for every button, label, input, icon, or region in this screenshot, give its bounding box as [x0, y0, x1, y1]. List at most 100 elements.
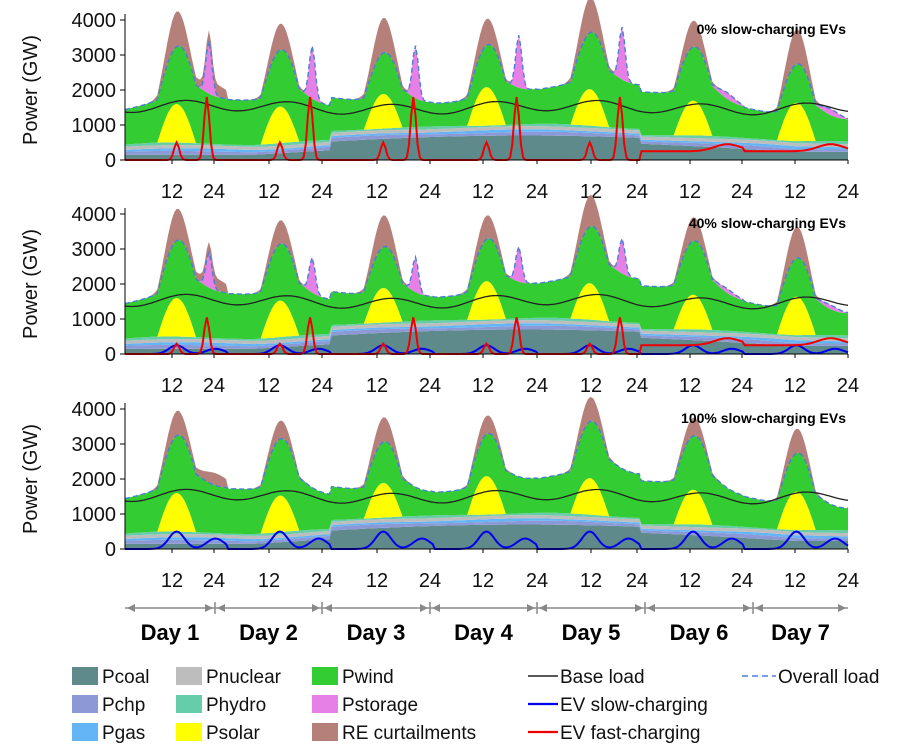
area-phydro	[125, 317, 848, 341]
x-tick-label: 24	[419, 181, 441, 203]
day-arrow-left	[432, 604, 440, 612]
y-tick-label: 3000	[72, 434, 117, 456]
x-tick-label: 12	[472, 375, 494, 397]
x-tick-label: 12	[679, 375, 701, 397]
panel-title: 40% slow-charging EVs	[689, 215, 846, 231]
day-arrow-left	[324, 604, 332, 612]
y-tick-label: 0	[105, 150, 116, 172]
day-arrow-left	[755, 604, 763, 612]
x-tick-label: 12	[580, 181, 602, 203]
day-label: Day 5	[562, 620, 621, 645]
x-tick-label: 12	[580, 570, 602, 592]
y-tick-label: 2000	[72, 274, 117, 296]
y-tick-label: 1000	[72, 115, 117, 137]
legend-label-psolar: Psolar	[206, 723, 261, 744]
y-axis-label: Power (GW)	[20, 424, 42, 534]
legend-label-curtail: RE curtailments	[342, 723, 476, 744]
y-tick-label: 0	[105, 539, 116, 561]
x-tick-label: 12	[784, 570, 806, 592]
x-tick-label: 12	[679, 181, 701, 203]
x-tick-label: 24	[311, 570, 333, 592]
x-tick-label: 24	[203, 375, 225, 397]
day-label: Day 3	[347, 620, 406, 645]
area-pgas	[125, 518, 848, 542]
x-tick-label: 24	[626, 570, 648, 592]
x-tick-label: 24	[731, 181, 753, 203]
legend-label-evslow: EV slow-charging	[560, 695, 708, 716]
area-pwind	[125, 32, 848, 145]
y-tick-label: 3000	[72, 239, 117, 261]
x-tick-label: 24	[311, 181, 333, 203]
x-tick-label: 12	[258, 181, 280, 203]
y-tick-label: 4000	[72, 10, 117, 32]
area-pnuclear	[125, 515, 848, 540]
legend-swatch-phydro	[176, 695, 202, 713]
area-pgas	[125, 323, 848, 347]
legend-swatch-pnuclear	[176, 667, 202, 685]
panel-title: 100% slow-charging EVs	[681, 410, 846, 426]
legend-swatch-pstorage	[312, 695, 338, 713]
x-tick-label: 24	[419, 570, 441, 592]
x-tick-label: 12	[161, 181, 183, 203]
area-psolar	[125, 476, 848, 534]
day-label: Day 4	[454, 620, 513, 645]
x-tick-label: 24	[626, 181, 648, 203]
area-curtail	[125, 195, 848, 313]
x-tick-label: 24	[837, 570, 859, 592]
area-phydro	[125, 123, 848, 147]
legend: Pcoal Pchp Pgas Pnuclear Phydro Psolar Pwind Ps…	[72, 667, 879, 744]
day-axis: Day 1 Day 2 Day 3 Day 4 Day 5 Day 6 Day 7	[125, 602, 848, 645]
area-pwind	[125, 226, 848, 339]
area-pchp	[125, 520, 848, 544]
day-arrow-right	[312, 604, 320, 612]
day-arrow-right	[743, 604, 751, 612]
x-tick-label: 12	[366, 375, 388, 397]
x-tick-label: 24	[203, 181, 225, 203]
x-tick-label: 12	[784, 375, 806, 397]
x-tick-label: 12	[258, 570, 280, 592]
area-curtail	[125, 0, 848, 119]
legend-label-pcoal: Pcoal	[102, 667, 150, 688]
area-pwind	[125, 421, 848, 534]
y-axis-label: Power (GW)	[20, 35, 42, 145]
area-psolar	[125, 281, 848, 339]
day-label: Day 1	[141, 620, 200, 645]
legend-label-pwind: Pwind	[342, 667, 394, 688]
line-base-load	[124, 99, 849, 116]
x-tick-label: 24	[419, 375, 441, 397]
legend-label-phydro: Phydro	[206, 695, 266, 716]
x-tick-label: 12	[258, 375, 280, 397]
x-tick-label: 24	[526, 570, 548, 592]
day-arrow-right	[420, 604, 428, 612]
x-tick-label: 12	[161, 570, 183, 592]
x-tick-label: 12	[472, 181, 494, 203]
x-tick-label: 24	[837, 375, 859, 397]
x-tick-label: 24	[731, 375, 753, 397]
panel-title: 0% slow-charging EVs	[697, 21, 847, 37]
day-arrow-right	[635, 604, 643, 612]
x-tick-label: 24	[731, 570, 753, 592]
panel-1: 0 1000 2000 3000 4000 12 24 12 24 12 24 12 24 12 24 12 2…	[20, 0, 859, 203]
y-tick-label: 4000	[72, 399, 117, 421]
y-tick-label: 1000	[72, 309, 117, 331]
line-overall-load	[124, 225, 849, 314]
day-arrow-left	[217, 604, 225, 612]
x-tick-label: 24	[526, 375, 548, 397]
area-curtail	[125, 397, 848, 509]
day-label: Day 7	[771, 620, 830, 645]
legend-swatch-pgas	[72, 723, 98, 741]
y-tick-label: 2000	[72, 80, 117, 102]
y-tick-label: 0	[105, 344, 116, 366]
legend-label-overall: Overall load	[778, 667, 879, 688]
area-pgas	[125, 129, 848, 153]
x-tick-label: 12	[784, 181, 806, 203]
y-tick-label: 4000	[72, 204, 117, 226]
x-tick-label: 24	[837, 181, 859, 203]
y-tick-label: 1000	[72, 504, 117, 526]
legend-label-evfast: EV fast-charging	[560, 723, 700, 744]
x-tick-label: 12	[679, 570, 701, 592]
line-base-load	[124, 293, 849, 310]
x-tick-label: 24	[311, 375, 333, 397]
x-tick-label: 12	[472, 570, 494, 592]
